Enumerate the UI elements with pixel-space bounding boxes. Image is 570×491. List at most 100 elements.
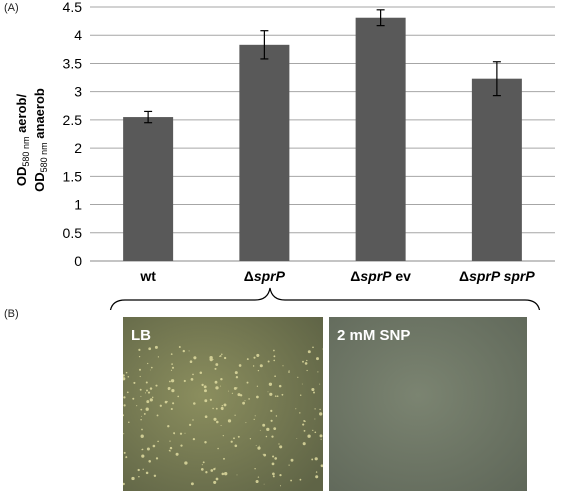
colony-speck	[314, 418, 316, 420]
colony-speck	[257, 446, 261, 450]
colony-speck	[262, 453, 264, 455]
colony-speck	[242, 401, 245, 405]
bar-2	[355, 17, 406, 262]
colony-speck	[189, 360, 193, 363]
colony-speck	[147, 391, 151, 394]
colony-speck	[253, 356, 256, 359]
colony-speck	[228, 390, 229, 392]
colony-speck	[136, 405, 138, 407]
colony-speck	[233, 437, 235, 440]
colony-speck	[146, 400, 150, 404]
colony-speck	[147, 362, 149, 365]
colony-speck	[192, 419, 194, 421]
colony-speck	[221, 407, 224, 411]
colony-speck	[290, 458, 294, 462]
colony-speck	[141, 454, 145, 458]
colony-speck	[190, 378, 194, 381]
colony-speck	[169, 380, 171, 383]
colony-speck	[172, 402, 175, 405]
colony-speck	[281, 393, 284, 396]
colony-speck	[223, 457, 225, 460]
colony-speck	[270, 409, 273, 413]
colony-speck	[123, 414, 124, 417]
colony-speck	[133, 381, 136, 384]
colony-speck	[258, 445, 260, 447]
snp-plate-image	[329, 317, 527, 491]
colony-speck	[234, 444, 238, 448]
colony-speck	[304, 420, 306, 423]
colony-speck	[125, 371, 128, 374]
colony-speck	[312, 346, 314, 349]
colony-speck	[256, 395, 259, 399]
colony-speck	[221, 353, 223, 356]
colony-speck	[267, 391, 269, 393]
colony-speck	[217, 447, 219, 450]
y-tick-label: 0	[74, 253, 82, 269]
colony-speck	[204, 389, 207, 393]
colony-speck	[219, 355, 221, 357]
colony-speck	[301, 383, 303, 385]
colony-speck	[171, 363, 173, 365]
colony-speck	[278, 384, 282, 388]
colony-speck	[138, 348, 141, 351]
colony-speck	[149, 369, 151, 371]
colony-speck	[123, 433, 125, 435]
colony-speck	[151, 396, 154, 399]
colony-speck	[123, 377, 126, 381]
colony-speck	[192, 437, 196, 441]
colony-speck	[234, 371, 238, 375]
category-label: wt	[139, 268, 156, 284]
colony-speck	[141, 415, 142, 417]
colony-speck	[303, 429, 306, 432]
colony-speck	[282, 365, 284, 367]
colony-speck	[237, 393, 241, 397]
colony-speck	[274, 395, 277, 397]
colony-speck	[254, 468, 256, 470]
colony-speck	[215, 386, 219, 390]
colony-speck	[220, 424, 222, 427]
bar-chart: 0 0.5 1 1.5 2 2.5 3 3.5 4 4.5 wt ΔsprP ΔsprP ev Δspr…	[14, 0, 555, 310]
colony-speck	[138, 475, 140, 478]
colony-speck	[220, 385, 222, 387]
colony-speck	[246, 381, 249, 384]
colony-speck	[273, 349, 275, 352]
colony-speck	[288, 370, 290, 372]
colony-speck	[141, 428, 143, 431]
colony-speck	[314, 431, 317, 434]
colony-speck	[279, 473, 282, 477]
colony-speck	[299, 412, 301, 414]
colony-speck	[315, 475, 319, 479]
colony-speck	[255, 479, 259, 484]
colony-speck	[319, 434, 323, 438]
colony-speck	[319, 383, 321, 385]
colony-speck	[123, 396, 126, 399]
colony-speck	[123, 374, 125, 377]
colony-speck	[275, 415, 278, 417]
colony-speck	[257, 369, 260, 372]
colony-speck	[317, 371, 319, 373]
colony-speck	[138, 355, 141, 358]
y-tick-label: 4	[74, 27, 82, 43]
colony-speck	[299, 394, 302, 396]
colony-speck	[253, 418, 255, 421]
colony-speck	[276, 395, 279, 398]
colony-speck	[193, 402, 196, 405]
colony-speck	[272, 472, 275, 476]
y-tick-label: 3	[74, 84, 82, 100]
colony-speck	[140, 395, 142, 397]
colony-speck	[167, 388, 170, 391]
colony-speck	[252, 365, 255, 367]
colony-speck	[279, 445, 283, 449]
colony-speck	[316, 357, 319, 361]
y-tick-label: 4.5	[63, 0, 83, 15]
colony-speck	[123, 404, 126, 407]
colony-speck	[175, 452, 179, 456]
colony-speck	[256, 353, 260, 357]
colony-speck	[212, 407, 214, 410]
colony-speck	[288, 464, 290, 466]
colony-speck	[170, 379, 175, 383]
category-label: ΔsprP sprP	[459, 268, 535, 284]
colony-speck	[236, 387, 238, 389]
colony-speck	[220, 377, 223, 381]
colony-speck	[150, 366, 153, 369]
